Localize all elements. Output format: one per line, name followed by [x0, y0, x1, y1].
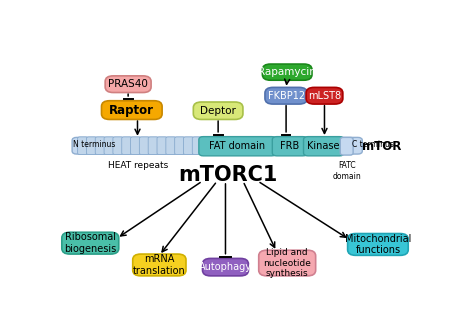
Text: FRB: FRB: [280, 141, 300, 151]
FancyBboxPatch shape: [347, 233, 408, 255]
FancyBboxPatch shape: [148, 137, 158, 155]
Text: mLST8: mLST8: [308, 91, 341, 101]
Text: Lipid and
nucleotide
synthesis: Lipid and nucleotide synthesis: [263, 248, 311, 278]
FancyBboxPatch shape: [166, 137, 176, 155]
FancyBboxPatch shape: [139, 137, 150, 155]
Text: HEAT repeats: HEAT repeats: [108, 161, 168, 170]
Text: Kinase: Kinase: [308, 141, 340, 151]
FancyBboxPatch shape: [105, 76, 151, 93]
Text: FATC
domain: FATC domain: [332, 161, 361, 180]
Text: mTOR: mTOR: [362, 140, 401, 153]
Text: FAT domain: FAT domain: [210, 141, 265, 151]
FancyBboxPatch shape: [263, 64, 312, 80]
Text: Ribosomal
biogenesis: Ribosomal biogenesis: [64, 232, 117, 254]
FancyBboxPatch shape: [199, 137, 276, 156]
FancyBboxPatch shape: [193, 102, 243, 120]
FancyBboxPatch shape: [272, 137, 307, 156]
FancyBboxPatch shape: [265, 87, 307, 104]
Text: mRNA
translation: mRNA translation: [133, 254, 186, 276]
FancyBboxPatch shape: [78, 137, 88, 155]
FancyBboxPatch shape: [174, 137, 185, 155]
Text: Rapamycin: Rapamycin: [258, 67, 316, 77]
FancyBboxPatch shape: [130, 137, 141, 155]
FancyBboxPatch shape: [157, 137, 167, 155]
FancyBboxPatch shape: [303, 137, 344, 156]
Text: Deptor: Deptor: [200, 106, 236, 116]
Text: FKBP12: FKBP12: [267, 91, 305, 101]
FancyBboxPatch shape: [95, 137, 106, 155]
Text: Raptor: Raptor: [109, 104, 155, 117]
Text: N terminus: N terminus: [73, 140, 116, 149]
FancyBboxPatch shape: [306, 87, 343, 104]
FancyBboxPatch shape: [183, 137, 194, 155]
FancyBboxPatch shape: [133, 254, 186, 276]
FancyBboxPatch shape: [122, 137, 132, 155]
FancyBboxPatch shape: [72, 138, 362, 154]
FancyBboxPatch shape: [86, 137, 97, 155]
FancyBboxPatch shape: [202, 258, 248, 276]
FancyBboxPatch shape: [340, 138, 353, 155]
Text: C terminus: C terminus: [352, 140, 394, 149]
FancyBboxPatch shape: [192, 137, 202, 155]
FancyBboxPatch shape: [259, 250, 316, 276]
FancyBboxPatch shape: [101, 101, 162, 120]
FancyBboxPatch shape: [104, 137, 114, 155]
Text: PRAS40: PRAS40: [108, 79, 148, 89]
Text: Autophagy: Autophagy: [199, 262, 252, 272]
Text: Mitochondrial
functions: Mitochondrial functions: [345, 234, 411, 255]
FancyBboxPatch shape: [113, 137, 123, 155]
FancyBboxPatch shape: [62, 232, 119, 254]
Text: mTORC1: mTORC1: [179, 165, 278, 184]
